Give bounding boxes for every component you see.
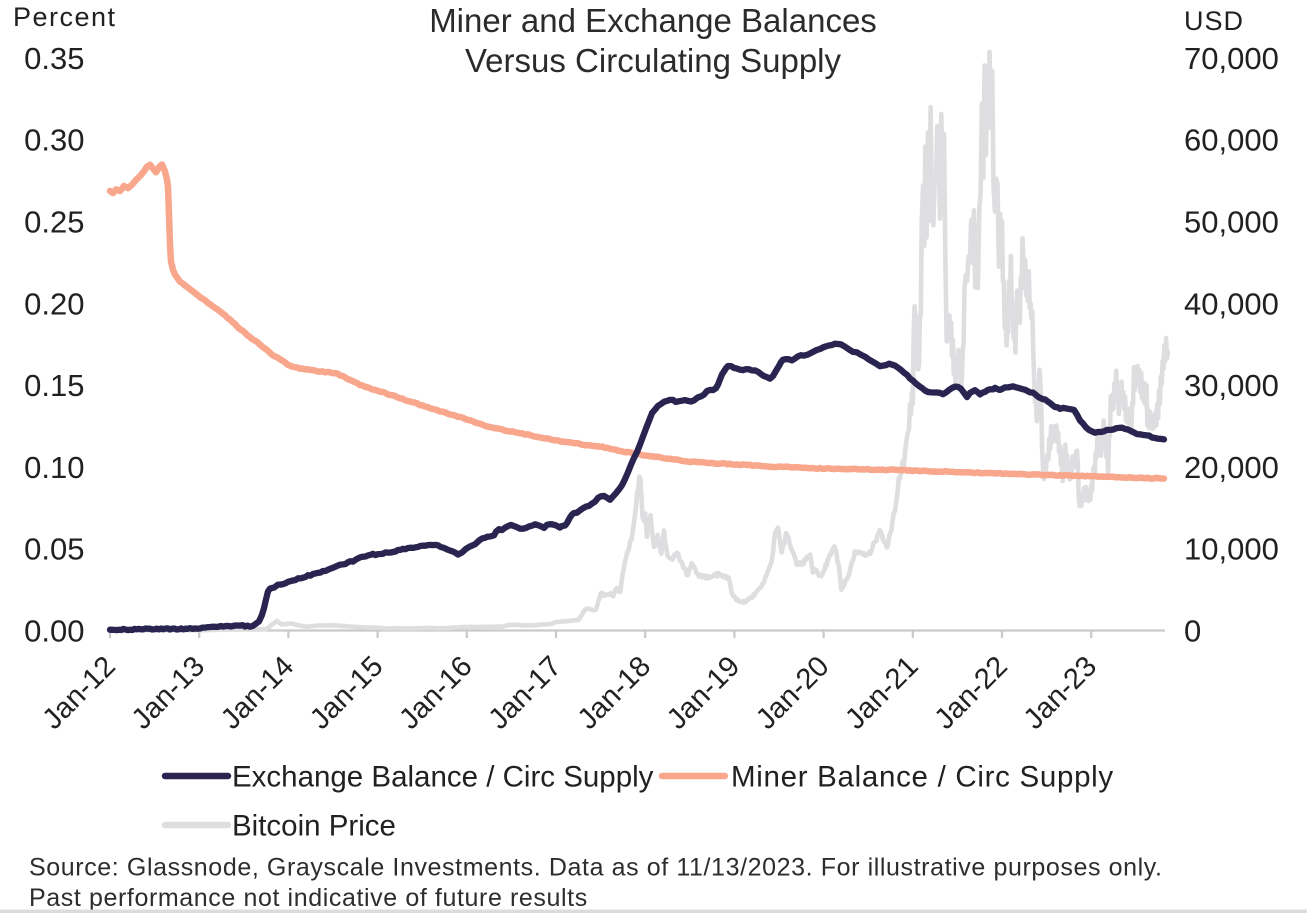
svg-text:20,000: 20,000	[1184, 450, 1279, 485]
svg-text:0: 0	[1184, 613, 1201, 648]
svg-text:0.00: 0.00	[24, 613, 84, 648]
svg-text:60,000: 60,000	[1184, 123, 1279, 158]
svg-text:0.10: 0.10	[24, 450, 84, 485]
svg-text:Percent: Percent	[13, 2, 117, 32]
svg-text:0.15: 0.15	[24, 368, 84, 403]
svg-text:Miner Balance / Circ Supply: Miner Balance / Circ Supply	[731, 761, 1114, 794]
svg-text:USD: USD	[1184, 6, 1244, 36]
svg-text:Miner and Exchange Balances: Miner and Exchange Balances	[429, 2, 877, 39]
svg-text:Exchange Balance / Circ Supply: Exchange Balance / Circ Supply	[232, 761, 654, 794]
svg-text:40,000: 40,000	[1184, 286, 1279, 321]
svg-text:0.35: 0.35	[24, 41, 84, 76]
svg-text:0.05: 0.05	[24, 532, 84, 567]
svg-text:50,000: 50,000	[1184, 205, 1279, 240]
svg-text:Source: Glassnode, Grayscale I: Source: Glassnode, Grayscale Investments…	[29, 854, 1163, 882]
svg-text:70,000: 70,000	[1184, 41, 1279, 76]
svg-text:10,000: 10,000	[1184, 532, 1279, 567]
svg-text:Past performance not indicativ: Past performance not indicative of futur…	[29, 884, 588, 912]
svg-text:0.25: 0.25	[24, 205, 84, 240]
svg-text:Bitcoin Price: Bitcoin Price	[232, 810, 396, 843]
svg-text:0.20: 0.20	[24, 286, 84, 321]
svg-text:0.30: 0.30	[24, 123, 84, 158]
svg-text:Versus Circulating Supply: Versus Circulating Supply	[465, 42, 842, 79]
svg-text:30,000: 30,000	[1184, 368, 1279, 403]
